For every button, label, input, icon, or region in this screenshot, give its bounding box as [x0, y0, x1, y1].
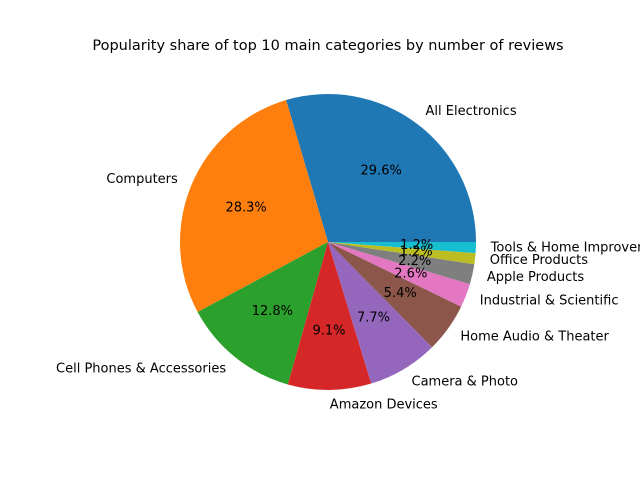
pie-slice-computers — [180, 100, 328, 313]
percent-label-camera-photo: 7.7% — [357, 311, 390, 326]
category-label-tools-home-improvement: Tools & Home Improvement — [490, 241, 640, 256]
pie-slices — [180, 93, 476, 390]
pie-slice-camera-photo — [328, 242, 433, 384]
pie-slice-all-electronics — [286, 93, 476, 242]
pie-slice-office-products — [328, 242, 476, 265]
category-label-amazon-devices: Amazon Devices — [330, 397, 438, 412]
category-label-cell-phones-accessories: Cell Phones & Accessories — [56, 362, 226, 377]
pie-slice-industrial-scientific — [328, 242, 470, 307]
percent-label-home-audio-theater: 5.4% — [384, 286, 417, 301]
percent-label-office-products: 1.2% — [400, 245, 433, 260]
percent-label-cell-phones-accessories: 12.8% — [252, 304, 293, 319]
pie-slice-home-audio-theater — [328, 242, 462, 348]
pie-slice-amazon-devices — [287, 242, 372, 390]
pie-slice-apple-products — [328, 242, 475, 285]
percent-label-all-electronics: 29.6% — [361, 163, 402, 178]
category-label-all-electronics: All Electronics — [426, 104, 517, 119]
category-label-computers: Computers — [106, 172, 178, 187]
category-label-apple-products: Apple Products — [487, 270, 584, 285]
percent-label-industrial-scientific: 2.6% — [394, 267, 427, 282]
percent-label-tools-home-improvement: 1.2% — [400, 238, 433, 253]
category-label-office-products: Office Products — [490, 253, 588, 268]
category-label-camera-photo: Camera & Photo — [412, 374, 519, 389]
percent-label-computers: 28.3% — [225, 200, 266, 215]
chart-title: Popularity share of top 10 main categori… — [92, 38, 563, 54]
category-label-industrial-scientific: Industrial & Scientific — [480, 293, 619, 308]
pie-slice-tools-home-improvement — [328, 242, 476, 254]
percent-label-amazon-devices: 9.1% — [312, 323, 345, 338]
percent-label-apple-products: 2.2% — [398, 254, 431, 269]
category-labels: All Electronics Computers Cell Phones & Ac… — [56, 104, 640, 412]
category-label-home-audio-theater: Home Audio & Theater — [460, 329, 609, 344]
pie-slice-cell-phones-accessories — [197, 242, 328, 385]
percent-labels: 29.6% 28.3% 12.8% 9.1% 7.7% 5.4% 2.6%2.2%1.2%1… — [225, 163, 433, 338]
